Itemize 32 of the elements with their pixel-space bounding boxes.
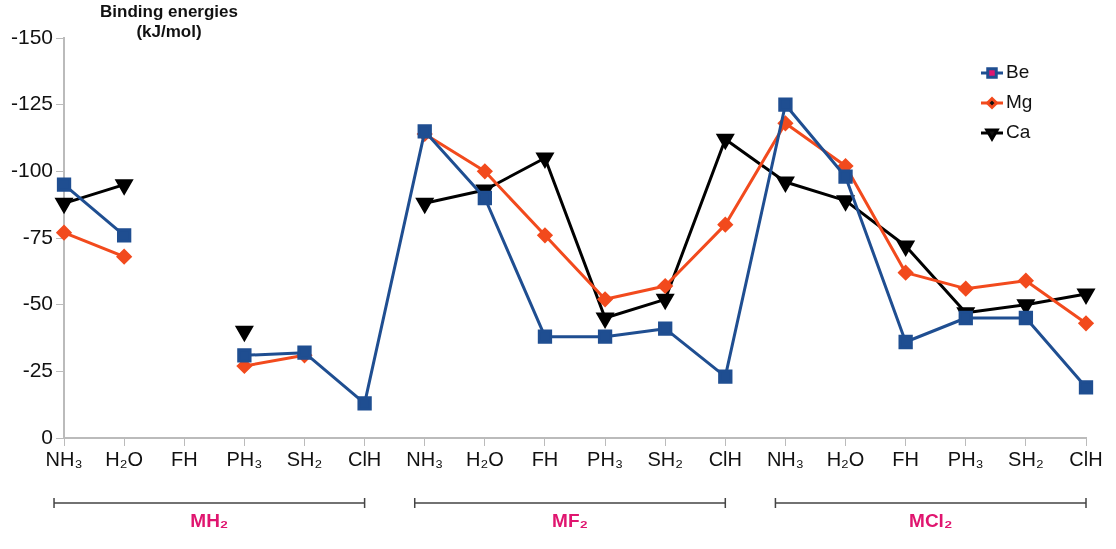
legend-label: Be — [1006, 61, 1030, 83]
x-tick-label: PH₃ — [587, 447, 624, 470]
text: MCl₂ — [909, 509, 953, 531]
x-tick-label: FH — [892, 447, 919, 470]
y-tick-label: -125 — [11, 91, 54, 115]
text: MH₂ — [190, 509, 229, 531]
x-tick-label: ClH — [708, 447, 742, 470]
x-tick-label: NH₃ — [766, 447, 804, 470]
x-tick-label: NH₃ — [45, 447, 83, 470]
x-tick-label: H₂O — [826, 447, 865, 470]
y-tick-label: -100 — [11, 158, 54, 182]
x-tick-label: SH₂ — [1008, 447, 1044, 470]
y-tick-label: -150 — [11, 24, 54, 48]
x-tick-label: PH₃ — [226, 447, 263, 470]
y-tick-label: -25 — [22, 358, 54, 382]
x-tick-label: PH₃ — [947, 447, 984, 470]
legend-label: Mg — [1006, 91, 1033, 113]
legend-label: Ca — [1006, 121, 1031, 143]
x-tick-label: H₂O — [465, 447, 504, 470]
x-tick-label: ClH — [347, 447, 382, 470]
y-tick-label: -50 — [22, 291, 54, 315]
x-tick-label: FH — [170, 447, 198, 470]
x-tick-label: NH₃ — [406, 447, 444, 470]
y-axis-title: Binding energies (kJ/mol) — [100, 1, 238, 41]
y-tick-label: 0 — [41, 424, 54, 448]
x-tick-label: SH₂ — [647, 447, 683, 470]
x-tick-label: H₂O — [105, 447, 144, 470]
x-tick-label: SH₂ — [286, 447, 323, 470]
text: MF₂ — [552, 509, 588, 531]
x-tick-label: FH — [531, 447, 559, 470]
y-tick-label: -75 — [22, 224, 54, 248]
x-tick-label: ClH — [1069, 447, 1103, 470]
